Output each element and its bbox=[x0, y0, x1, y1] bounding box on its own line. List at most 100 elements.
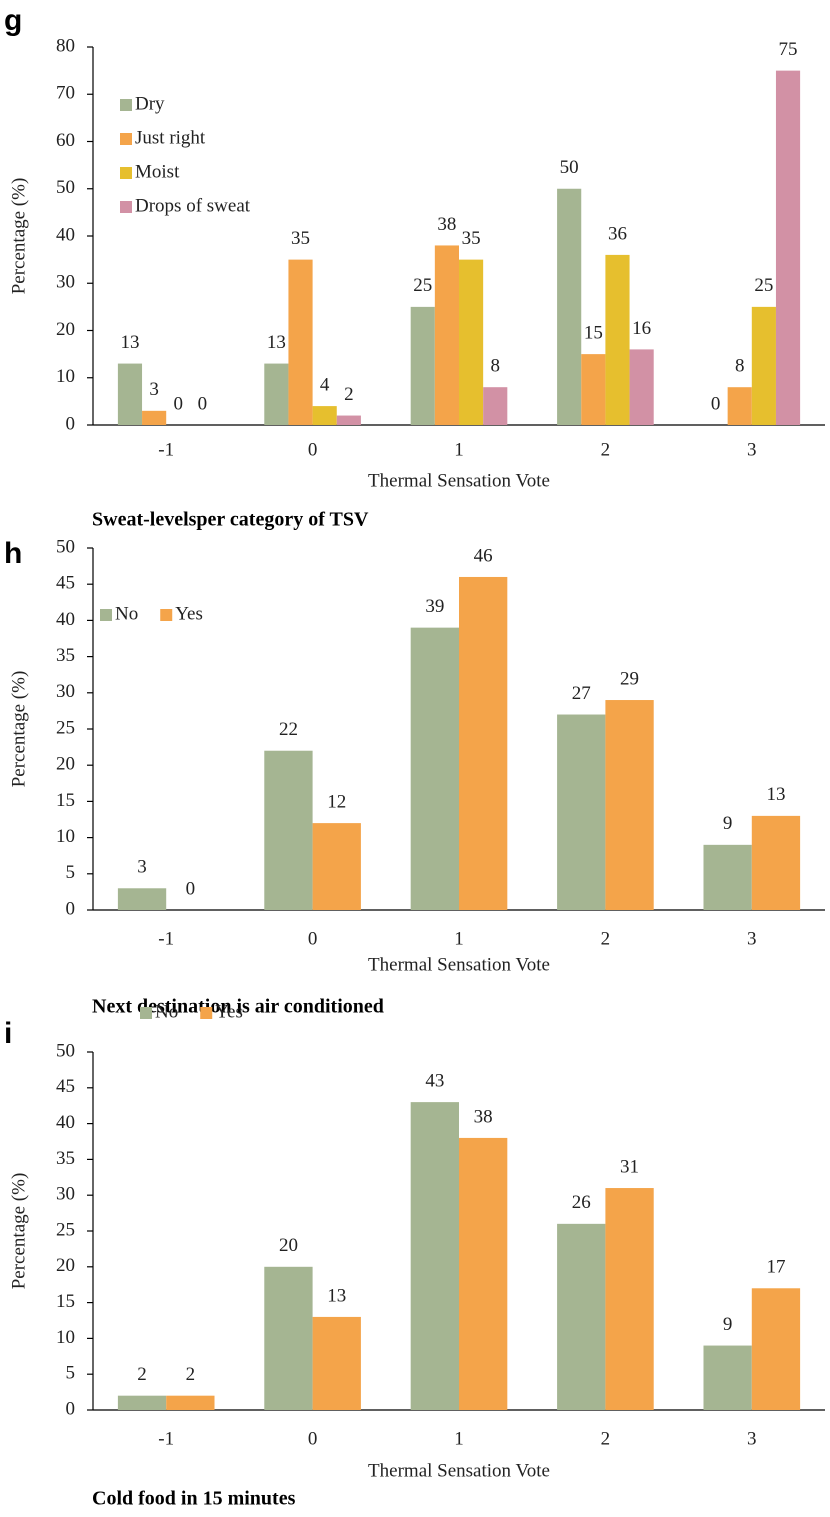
x-tick-label: 3 bbox=[747, 1428, 757, 1449]
bar bbox=[117, 1395, 167, 1410]
value-label: 0 bbox=[711, 393, 721, 414]
legend-swatch bbox=[120, 167, 132, 179]
y-tick-label: 30 bbox=[56, 1184, 75, 1205]
legend-swatch bbox=[100, 609, 112, 621]
bar bbox=[288, 259, 313, 425]
value-label: 0 bbox=[174, 393, 184, 414]
x-axis-label: Thermal Sensation Vote bbox=[368, 954, 550, 975]
x-tick-label: 2 bbox=[601, 1428, 611, 1449]
panel-label: h bbox=[4, 537, 22, 570]
x-tick-label: 2 bbox=[601, 439, 611, 460]
bar bbox=[117, 888, 167, 910]
y-axis-label: Percentage (%) bbox=[8, 1173, 29, 1290]
y-tick-label: 15 bbox=[56, 1291, 75, 1312]
legend-label: Just right bbox=[135, 127, 206, 148]
bar bbox=[605, 254, 630, 425]
value-label: 4 bbox=[320, 374, 330, 395]
y-tick-label: 40 bbox=[56, 1112, 75, 1133]
y-tick-label: 40 bbox=[56, 224, 75, 245]
bar bbox=[459, 259, 484, 425]
y-tick-label: 10 bbox=[56, 366, 75, 387]
y-axis-label: Percentage (%) bbox=[8, 671, 29, 788]
value-label: 25 bbox=[413, 275, 432, 296]
value-label: 12 bbox=[327, 791, 346, 812]
y-tick-label: 20 bbox=[56, 1255, 75, 1276]
y-tick-label: 10 bbox=[56, 1327, 75, 1348]
bar bbox=[434, 245, 459, 425]
x-tick-label: 2 bbox=[601, 928, 611, 949]
value-label: 2 bbox=[344, 384, 354, 405]
legend-label: Yes bbox=[215, 1001, 243, 1022]
bar bbox=[605, 700, 654, 910]
value-label: 0 bbox=[186, 878, 196, 899]
legend-label: No bbox=[115, 603, 138, 624]
bar bbox=[410, 306, 435, 425]
legend-label: No bbox=[155, 1001, 178, 1022]
x-tick-label: 1 bbox=[454, 1428, 464, 1449]
x-tick-label: 0 bbox=[308, 1428, 318, 1449]
bar bbox=[581, 354, 606, 425]
value-label: 50 bbox=[560, 157, 579, 178]
caption: Cold food in 15 minutes bbox=[92, 1488, 296, 1510]
x-axis-label: Thermal Sensation Vote bbox=[368, 1460, 550, 1481]
x-tick-label: -1 bbox=[158, 1428, 174, 1449]
bar bbox=[312, 406, 337, 425]
value-label: 46 bbox=[474, 545, 493, 566]
value-label: 35 bbox=[291, 228, 310, 249]
legend-swatch bbox=[120, 99, 132, 111]
bar bbox=[264, 750, 313, 910]
bar bbox=[557, 188, 582, 425]
y-tick-label: 20 bbox=[56, 754, 75, 775]
panel-label: i bbox=[4, 1017, 12, 1050]
value-label: 38 bbox=[474, 1106, 493, 1127]
value-label: 13 bbox=[766, 784, 785, 805]
x-axis-label: Thermal Sensation Vote bbox=[368, 470, 550, 491]
y-tick-label: 5 bbox=[66, 862, 76, 883]
y-tick-label: 50 bbox=[56, 177, 75, 198]
bar bbox=[557, 1223, 606, 1410]
y-tick-label: 80 bbox=[56, 35, 75, 56]
y-tick-label: 70 bbox=[56, 83, 75, 104]
x-tick-label: 0 bbox=[308, 439, 318, 460]
y-tick-label: 45 bbox=[56, 1076, 75, 1097]
value-label: 8 bbox=[490, 356, 500, 377]
legend-label: Dry bbox=[135, 93, 165, 114]
legend-swatch bbox=[140, 1007, 152, 1019]
bar bbox=[166, 1395, 215, 1410]
bar bbox=[557, 714, 606, 910]
bar bbox=[410, 1102, 459, 1410]
value-label: 15 bbox=[584, 322, 603, 343]
y-tick-label: 40 bbox=[56, 609, 75, 630]
y-tick-label: 50 bbox=[56, 1040, 75, 1061]
y-tick-label: 25 bbox=[56, 1219, 75, 1240]
y-tick-label: 45 bbox=[56, 573, 75, 594]
value-label: 3 bbox=[137, 857, 147, 878]
value-label: 26 bbox=[572, 1192, 591, 1213]
legend-swatch bbox=[120, 201, 132, 213]
bar bbox=[117, 363, 143, 425]
bar bbox=[312, 823, 361, 910]
bar bbox=[751, 815, 801, 910]
x-tick-label: 3 bbox=[747, 439, 757, 460]
y-tick-label: 50 bbox=[56, 536, 75, 557]
value-label: 0 bbox=[198, 393, 208, 414]
bar bbox=[264, 1266, 313, 1410]
bar bbox=[751, 306, 776, 425]
y-tick-label: 35 bbox=[56, 1148, 75, 1169]
bar bbox=[629, 349, 654, 425]
x-tick-label: 0 bbox=[308, 928, 318, 949]
legend-label: Drops of sweat bbox=[135, 195, 251, 216]
bar bbox=[410, 627, 459, 910]
value-label: 39 bbox=[425, 596, 444, 617]
bar bbox=[483, 387, 508, 425]
value-label: 13 bbox=[120, 332, 139, 353]
y-tick-label: 0 bbox=[66, 1398, 76, 1419]
value-label: 43 bbox=[425, 1070, 444, 1091]
value-label: 25 bbox=[754, 275, 773, 296]
value-label: 22 bbox=[279, 719, 298, 740]
bar bbox=[336, 415, 361, 425]
y-tick-label: 20 bbox=[56, 319, 75, 340]
bar bbox=[703, 844, 752, 910]
x-tick-label: 1 bbox=[454, 439, 464, 460]
x-tick-label: -1 bbox=[158, 439, 174, 460]
